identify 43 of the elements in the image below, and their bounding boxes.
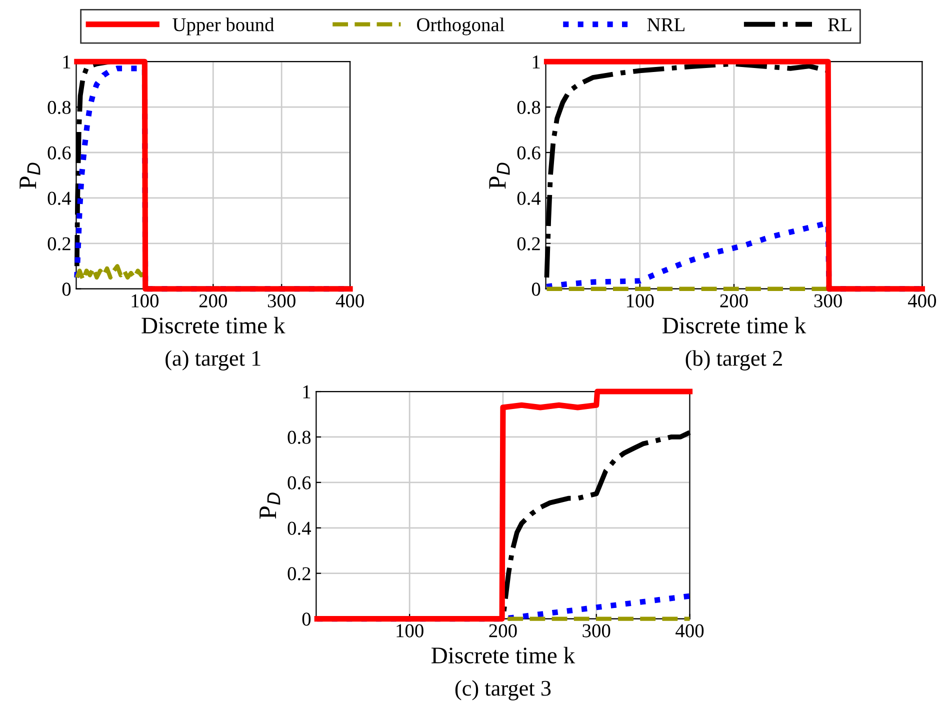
x-tick-label: 100 xyxy=(396,624,424,638)
x-tick-label: 400 xyxy=(908,294,936,308)
x-tick-label: 300 xyxy=(582,624,610,638)
y-tick-label: 0 xyxy=(302,612,311,626)
y-tick-label: 0.4 xyxy=(288,522,312,535)
y-tick-label: 0.2 xyxy=(288,567,310,580)
x-tick-label: 300 xyxy=(268,294,296,308)
y-axis-title: P$_{D}$ xyxy=(20,162,40,189)
y-tick-label: 0.8 xyxy=(48,100,71,114)
legend-label: NRL xyxy=(647,18,684,32)
x-axis-title: Discrete time k xyxy=(432,646,576,664)
x-tick-label: 200 xyxy=(720,294,748,308)
y-tick-label: 0.4 xyxy=(517,192,541,205)
x-tick-label: 100 xyxy=(627,294,654,308)
y-tick-label: 1 xyxy=(63,56,70,68)
y-tick-label: 1 xyxy=(532,56,540,68)
x-tick-label: 100 xyxy=(132,294,159,308)
x-tick-label: 400 xyxy=(336,294,364,308)
y-tick-label: 0.2 xyxy=(48,237,70,250)
y-tick-label: 0.8 xyxy=(288,430,311,444)
legend-label: RL xyxy=(828,18,852,32)
y-tick-label: 1 xyxy=(303,385,310,398)
x-axis-title: Discrete time k xyxy=(142,316,286,334)
x-tick-label: 300 xyxy=(814,294,842,308)
y-tick-label: 0 xyxy=(62,282,71,296)
y-axis-title: P$_{D}$ xyxy=(260,492,280,519)
x-tick-label: 400 xyxy=(676,624,704,638)
y-tick-label: 0.6 xyxy=(48,146,71,160)
legend-label: Upper bound xyxy=(172,18,274,36)
text: (c) target 3 xyxy=(455,680,551,700)
y-tick-label: 0.6 xyxy=(517,146,540,160)
y-tick-label: 0.2 xyxy=(517,237,540,250)
y-tick-label: 0.6 xyxy=(288,476,311,490)
x-tick-label: 200 xyxy=(199,294,227,308)
x-axis-title: Discrete time k xyxy=(662,316,806,334)
y-tick-label: 0.4 xyxy=(48,192,72,205)
legend-label: Orthogonal xyxy=(417,18,504,36)
text: (b) target 2 xyxy=(686,350,782,370)
y-axis-title: P$_{D}$ xyxy=(489,162,510,189)
x-tick-label: 200 xyxy=(489,624,517,638)
y-tick-label: 0.8 xyxy=(517,100,540,114)
text: (a) target 1 xyxy=(166,350,260,370)
y-tick-label: 0 xyxy=(532,282,540,296)
